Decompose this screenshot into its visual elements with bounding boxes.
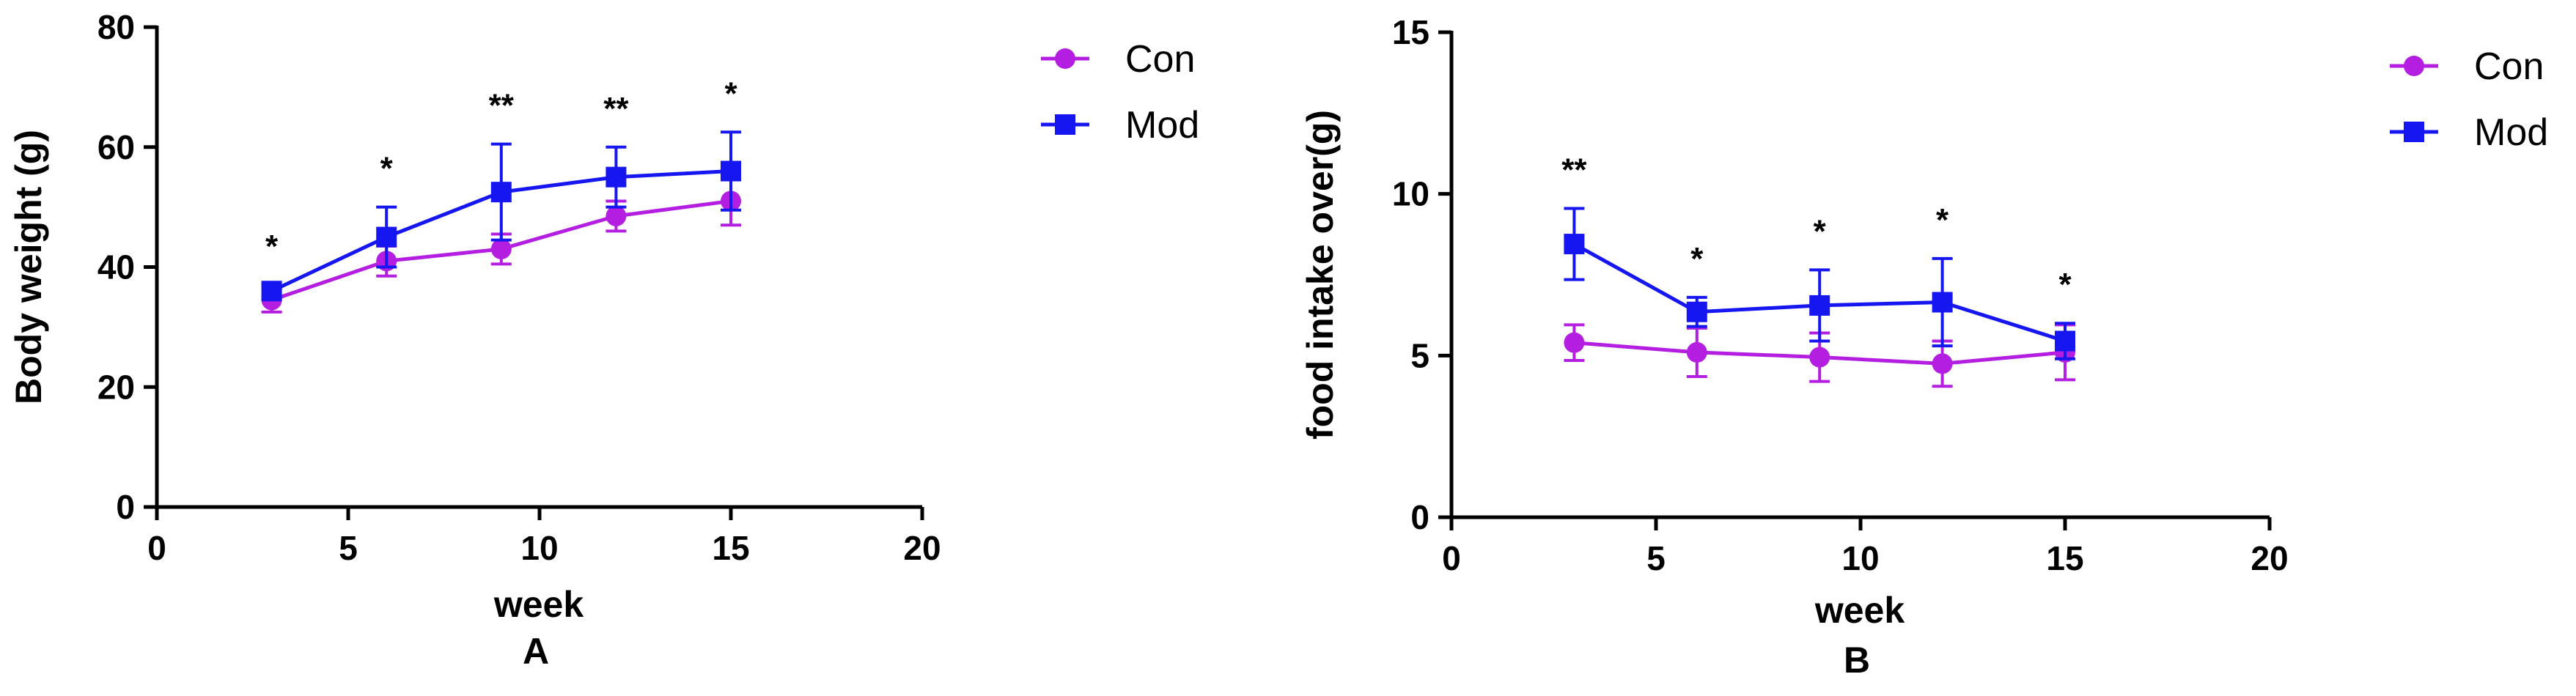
legend-marker-mod xyxy=(1055,114,1075,135)
y-axis-title: food intake over(g) xyxy=(1300,110,1341,440)
y-axis-title: Body weight (g) xyxy=(8,130,49,404)
data-point-con xyxy=(1932,353,1953,374)
y-tick-label: 15 xyxy=(1392,13,1429,51)
legend-marker-con xyxy=(1055,48,1075,69)
x-tick-label: 15 xyxy=(2046,539,2083,577)
data-point-mod xyxy=(376,226,397,248)
x-axis-title: week xyxy=(1814,590,1905,631)
y-tick-label: 5 xyxy=(1410,336,1429,374)
x-tick-label: 10 xyxy=(520,529,558,567)
data-point-con xyxy=(1686,341,1707,363)
significance-label: * xyxy=(724,75,737,111)
significance-label: * xyxy=(265,229,279,264)
data-point-con xyxy=(490,238,512,259)
significance-label: ** xyxy=(489,88,515,124)
data-point-mod xyxy=(2055,330,2075,352)
significance-label: * xyxy=(1690,241,1704,277)
y-tick-label: 20 xyxy=(97,368,135,406)
y-tick-label: 0 xyxy=(116,488,135,526)
data-point-mod xyxy=(1686,301,1707,322)
significance-label: * xyxy=(1936,202,1949,238)
significance-label: * xyxy=(2058,267,2072,303)
x-tick-label: 0 xyxy=(1442,539,1461,577)
data-point-mod xyxy=(1932,292,1953,313)
y-tick-label: 80 xyxy=(97,8,135,46)
panel-label: A xyxy=(523,631,549,672)
significance-label: ** xyxy=(1561,152,1587,188)
x-axis-title: week xyxy=(493,584,584,625)
data-point-mod xyxy=(1809,295,1830,316)
x-tick-label: 0 xyxy=(147,529,166,567)
x-tick-label: 5 xyxy=(339,529,358,567)
x-tick-label: 5 xyxy=(1646,539,1666,577)
data-point-con xyxy=(1564,332,1585,353)
data-point-mod xyxy=(261,281,282,302)
data-point-con xyxy=(1809,347,1830,368)
data-point-mod xyxy=(1564,234,1585,255)
x-tick-label: 20 xyxy=(903,529,941,567)
x-tick-label: 20 xyxy=(2251,539,2288,577)
legend-marker-con xyxy=(2404,56,2424,76)
data-point-con xyxy=(606,205,627,226)
y-tick-label: 40 xyxy=(97,248,135,286)
legend-label-con: Con xyxy=(1125,38,1195,81)
data-point-mod xyxy=(721,160,741,182)
y-tick-label: 10 xyxy=(1392,175,1429,213)
significance-label: ** xyxy=(603,91,629,127)
significance-label: * xyxy=(1814,213,1827,249)
x-tick-label: 15 xyxy=(712,529,749,567)
data-point-mod xyxy=(606,166,627,188)
legend-label-mod: Mod xyxy=(2474,111,2548,154)
significance-label: * xyxy=(380,151,394,187)
data-point-mod xyxy=(490,182,512,203)
legend-label-con: Con xyxy=(2474,45,2544,88)
y-tick-label: 0 xyxy=(1410,498,1429,536)
y-tick-label: 60 xyxy=(97,128,135,166)
x-tick-label: 10 xyxy=(1841,539,1879,577)
panel-label: B xyxy=(1844,640,1870,681)
legend-marker-mod xyxy=(2404,122,2424,142)
legend-label-mod: Mod xyxy=(1125,104,1199,147)
